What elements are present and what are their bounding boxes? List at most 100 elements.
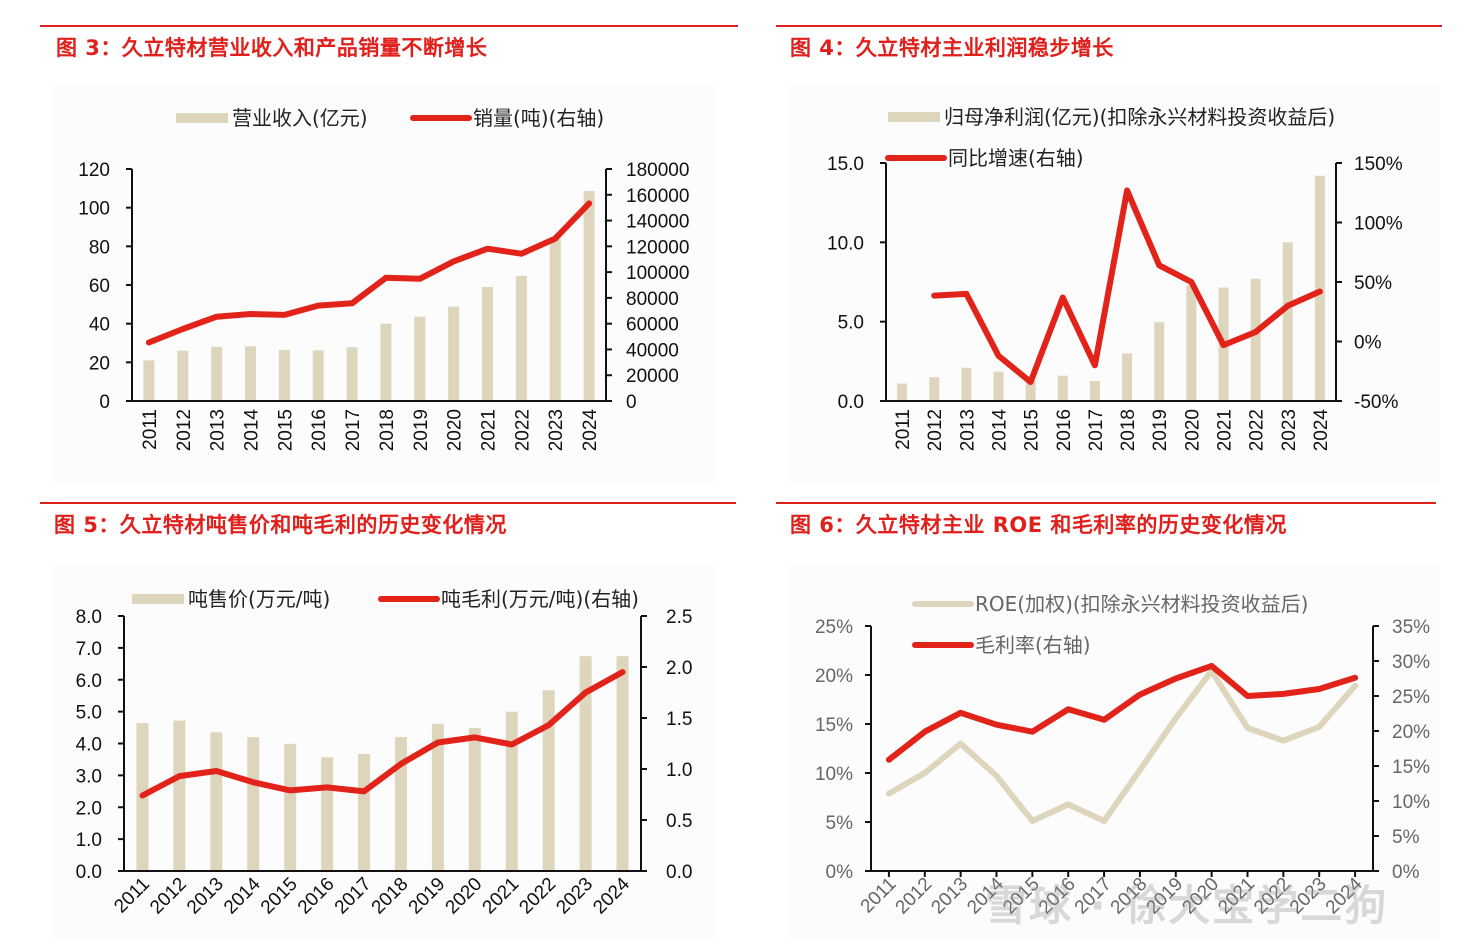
fig4-x-tick-label: 2014 — [990, 409, 1011, 452]
watermark: 雪球 · 徐大宝学二狗 — [985, 881, 1389, 930]
fig5-x-tick-label: 2019 — [405, 874, 450, 919]
fig4-right-tick-label: 150% — [1354, 154, 1403, 175]
fig4-legend-label-0: 归母净利润(亿元)(扣除永兴材料投资收益后) — [944, 105, 1335, 129]
fig4-right-tick-label: 0% — [1354, 333, 1382, 354]
fig6-right-tick-label: 35% — [1392, 617, 1430, 638]
fig5-x-tick-label: 2013 — [183, 874, 228, 919]
fig3-bar-2023 — [549, 237, 561, 401]
fig5-right-tick-label: 1.0 — [666, 760, 692, 781]
fig4-bar-2016 — [1057, 375, 1068, 401]
fig3-bar-2012 — [177, 350, 189, 401]
fig3-bar-2019 — [414, 316, 426, 401]
fig4-x-tick-label: 2019 — [1150, 409, 1171, 451]
fig4-x-tick-label: 2013 — [957, 409, 978, 451]
fig6-series-line-0 — [885, 668, 1359, 824]
fig4-right-tick-label: 50% — [1354, 273, 1392, 294]
fig5-top-rule — [40, 502, 736, 504]
fig6-x-tick-label: 2013 — [927, 874, 972, 919]
fig5-x-tick-label: 2015 — [257, 874, 302, 919]
fig3-x-tick-label: 2020 — [445, 409, 466, 451]
fig3-right-tick-label: 120000 — [626, 237, 689, 258]
fig6-series-line-1 — [885, 662, 1359, 763]
fig5-series-line-1 — [139, 669, 626, 799]
fig3-plot-area — [54, 82, 718, 482]
fig3-x-tick-label: 2015 — [275, 409, 296, 451]
fig5-x-tick-label: 2014 — [220, 873, 265, 918]
fig5-x-tick-label: 2020 — [442, 874, 487, 919]
fig4-x-tick-label: 2024 — [1311, 409, 1332, 452]
fig5-legend-label-1: 吨毛利(万元/吨)(右轴) — [441, 587, 639, 611]
fig5-right-tick-label: 1.5 — [666, 709, 692, 730]
fig4-left-tick-label: 15.0 — [827, 154, 864, 175]
fig3-bar-2017 — [346, 347, 358, 401]
fig3-bar-2020 — [448, 306, 460, 401]
fig5-left-tick-label: 1.0 — [76, 830, 102, 851]
fig5-bar-2012 — [173, 720, 186, 871]
fig6-legend-label-1: 毛利率(右轴) — [975, 633, 1091, 657]
fig4-left-tick-label: 5.0 — [838, 313, 864, 334]
fig4-x-tick-label: 2022 — [1247, 409, 1268, 451]
fig5-right-tick-label: 2.0 — [666, 658, 692, 679]
fig5-bar-2015 — [284, 743, 297, 871]
fig5-right-tick-label: 2.5 — [666, 607, 692, 628]
fig6-right-tick-label: 30% — [1392, 652, 1430, 673]
fig4-left-tick-label: 10.0 — [827, 233, 864, 254]
fig6-left-tick-label: 20% — [815, 666, 853, 687]
fig4-legend-swatch-0 — [888, 112, 940, 122]
fig3-right-tick-label: 20000 — [626, 366, 679, 387]
fig3-right-tick-label: 160000 — [626, 186, 689, 207]
fig3-right-tick-label: 60000 — [626, 315, 679, 336]
fig3-right-tick-label: 180000 — [626, 160, 689, 181]
fig4-x-tick-label: 2011 — [893, 409, 914, 450]
fig3-left-tick-label: 40 — [89, 315, 110, 336]
fig3-left-tick-label: 80 — [89, 237, 110, 258]
fig3-right-tick-label: 40000 — [626, 340, 679, 361]
fig5-bar-2014 — [247, 737, 260, 871]
fig3-x-tick-label: 2023 — [546, 409, 567, 451]
fig6-right-tick-label: 15% — [1392, 757, 1430, 778]
fig3-x-tick-label: 2022 — [512, 409, 533, 451]
fig4-left-tick-label: 0.0 — [838, 392, 864, 413]
fig6-right-tick-label: 25% — [1392, 687, 1430, 708]
fig5-x-tick-label: 2021 — [479, 874, 524, 919]
fig5-bar-2023 — [579, 656, 592, 871]
fig5-bar-2021 — [505, 711, 518, 871]
fig5-left-tick-label: 5.0 — [76, 703, 102, 724]
fig6-left-tick-label: 15% — [815, 715, 853, 736]
fig4-bar-2018 — [1122, 353, 1133, 401]
fig6-right-tick-label: 20% — [1392, 722, 1430, 743]
fig4-bar-2022 — [1250, 278, 1261, 401]
fig5-left-tick-label: 3.0 — [76, 766, 102, 787]
fig4-x-tick-label: 2023 — [1279, 409, 1300, 451]
fig6-x-tick-label: 2012 — [892, 874, 937, 919]
fig3-left-tick-label: 0 — [99, 392, 110, 413]
fig4-right-tick-label: -50% — [1354, 392, 1398, 413]
fig4-title: 图 4：久立特材主业利润稳步增长 — [790, 36, 1114, 60]
fig5-plot-area — [54, 562, 718, 942]
fig4-bar-2020 — [1186, 285, 1197, 401]
fig5-left-tick-label: 0.0 — [76, 862, 102, 883]
fig5-legend-label-0: 吨售价(万元/吨) — [188, 587, 330, 611]
fig4-x-tick-label: 2015 — [1022, 409, 1043, 451]
fig5-left-tick-label: 2.0 — [76, 798, 102, 819]
fig3-x-tick-label: 2017 — [343, 409, 364, 451]
fig3-bar-2014 — [245, 346, 256, 401]
fig6-title: 图 6：久立特材主业 ROE 和毛利率的历史变化情况 — [790, 513, 1287, 537]
fig5-bar-2013 — [210, 732, 223, 871]
fig4-legend-label-1: 同比增速(右轴) — [948, 146, 1084, 170]
fig4-x-tick-label: 2012 — [925, 409, 946, 451]
fig5-x-tick-label: 2018 — [368, 874, 413, 919]
fig5-x-tick-label: 2012 — [146, 874, 191, 919]
fig6-left-tick-label: 25% — [815, 617, 853, 638]
fig6-x-tick-label: 2011 — [857, 874, 901, 918]
fig5-left-tick-label: 6.0 — [76, 671, 102, 692]
fig3-x-tick-label: 2014 — [242, 409, 263, 452]
fig5-x-tick-label: 2017 — [331, 874, 376, 919]
fig3-right-tick-label: 0 — [626, 392, 637, 413]
fig4-bar-2012 — [929, 377, 940, 401]
fig4-x-tick-label: 2016 — [1054, 409, 1075, 451]
fig5-x-tick-label: 2022 — [515, 874, 560, 919]
fig3-x-tick-label: 2016 — [309, 409, 330, 451]
fig6-left-tick-label: 0% — [826, 862, 854, 883]
